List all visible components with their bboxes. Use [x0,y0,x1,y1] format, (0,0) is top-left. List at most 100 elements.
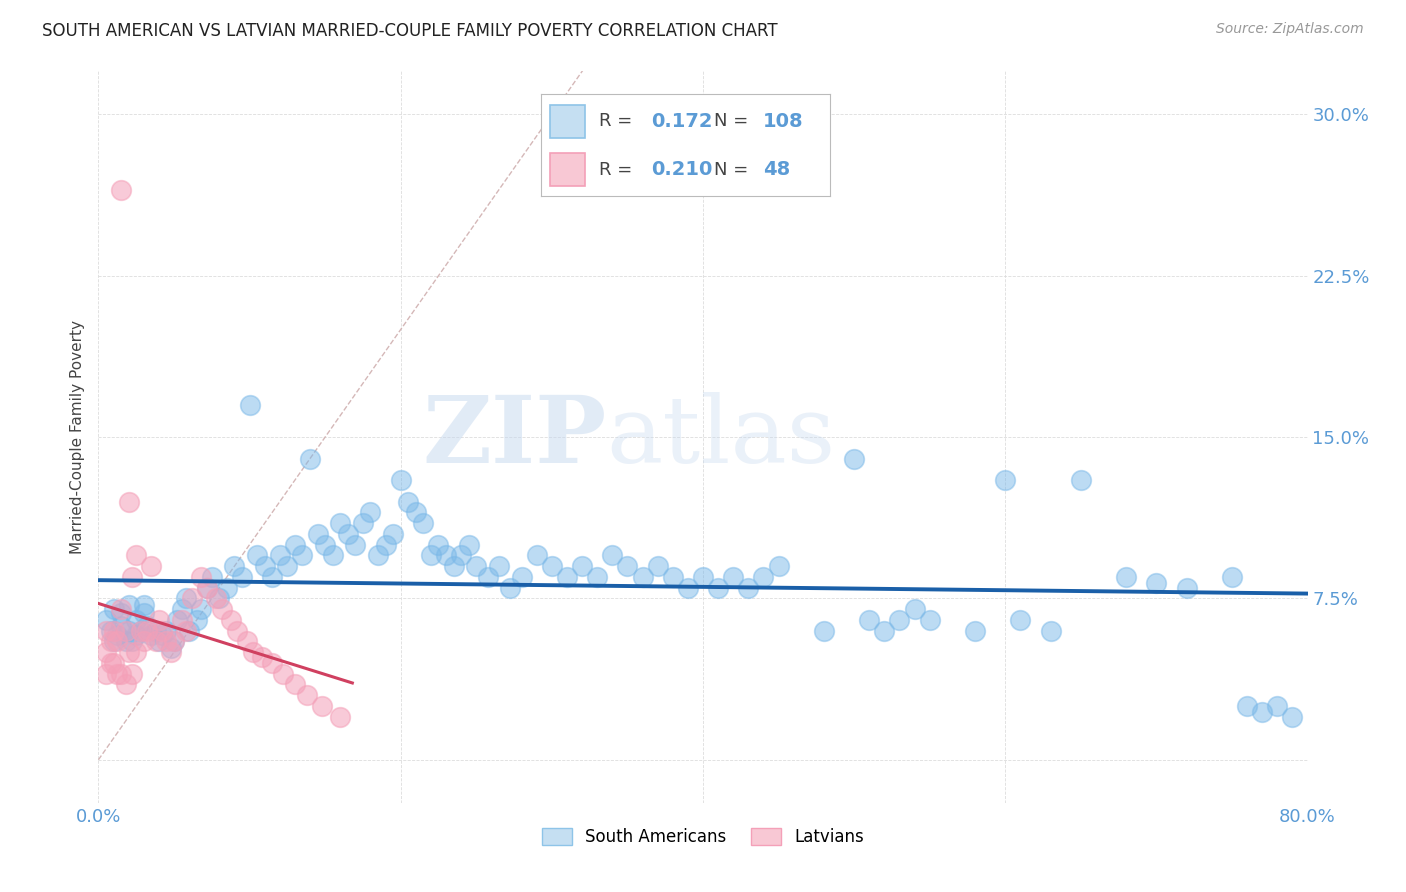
Text: ZIP: ZIP [422,392,606,482]
Point [163,634,186,648]
Point [284,677,307,691]
Text: N =: N = [714,161,754,178]
Point [94,666,117,681]
Point [374,538,396,552]
Point [125,645,148,659]
Point [360,505,382,519]
Point [382,527,405,541]
Point [262,570,284,584]
Text: N =: N = [714,112,754,130]
Point [271,666,294,681]
Point [253,559,276,574]
Point [160,640,183,655]
Text: Source: ZipAtlas.com: Source: ZipAtlas.com [1216,22,1364,37]
Point [121,634,143,648]
Point [141,628,163,642]
Point [488,559,510,574]
Point [145,624,167,638]
Text: 0.210: 0.210 [651,160,713,179]
Point [121,666,143,681]
Point [276,559,298,574]
Point [179,624,201,638]
Point [873,624,896,638]
Point [135,619,157,633]
Point [145,634,167,648]
Point [110,619,132,633]
Point [352,516,374,530]
Text: atlas: atlas [606,392,835,482]
Point [692,570,714,584]
Point [477,570,499,584]
Point [707,581,730,595]
Point [631,570,654,584]
Point [526,549,548,563]
Point [103,624,125,638]
Point [163,634,186,648]
Point [269,549,291,563]
Point [540,559,562,574]
Legend: South Americans, Latvians: South Americans, Latvians [536,822,870,853]
Text: R =: R = [599,161,638,178]
Point [94,613,117,627]
Point [110,666,132,681]
Point [211,602,233,616]
Point [195,581,218,595]
Point [242,645,264,659]
Point [1281,710,1303,724]
Point [114,634,136,648]
Point [336,527,359,541]
Point [768,559,790,574]
Text: 0.172: 0.172 [651,112,713,131]
Point [329,710,352,724]
Point [103,602,125,616]
Point [420,549,443,563]
Point [450,549,472,563]
Point [150,628,173,642]
Text: R =: R = [599,112,638,130]
Point [1175,581,1198,595]
Point [284,538,307,552]
Point [148,634,170,648]
Point [135,624,157,638]
Point [125,549,148,563]
Point [105,666,128,681]
Point [329,516,352,530]
Point [100,656,122,670]
Point [110,602,132,616]
Point [100,624,122,638]
Point [150,624,173,638]
Point [427,538,450,552]
Point [105,628,128,642]
Point [201,570,224,584]
Point [110,183,132,197]
Point [465,559,488,574]
Point [510,570,533,584]
Point [129,624,152,638]
Point [434,549,457,563]
Point [661,570,683,584]
Point [125,628,148,642]
Point [994,473,1017,487]
Point [160,645,183,659]
Point [1010,613,1032,627]
FancyBboxPatch shape [550,105,585,137]
Point [148,613,170,627]
Point [141,559,163,574]
Point [396,494,419,508]
Point [155,634,177,648]
Point [602,549,624,563]
Y-axis label: Married-Couple Family Poverty: Married-Couple Family Poverty [69,320,84,554]
Point [322,549,344,563]
Point [246,549,269,563]
Point [389,473,412,487]
Point [125,613,148,627]
Point [889,613,911,627]
Point [166,613,188,627]
Point [118,645,141,659]
Point [195,581,218,595]
Point [586,570,609,584]
Point [250,649,273,664]
Point [94,624,117,638]
Point [904,602,927,616]
Point [132,598,155,612]
